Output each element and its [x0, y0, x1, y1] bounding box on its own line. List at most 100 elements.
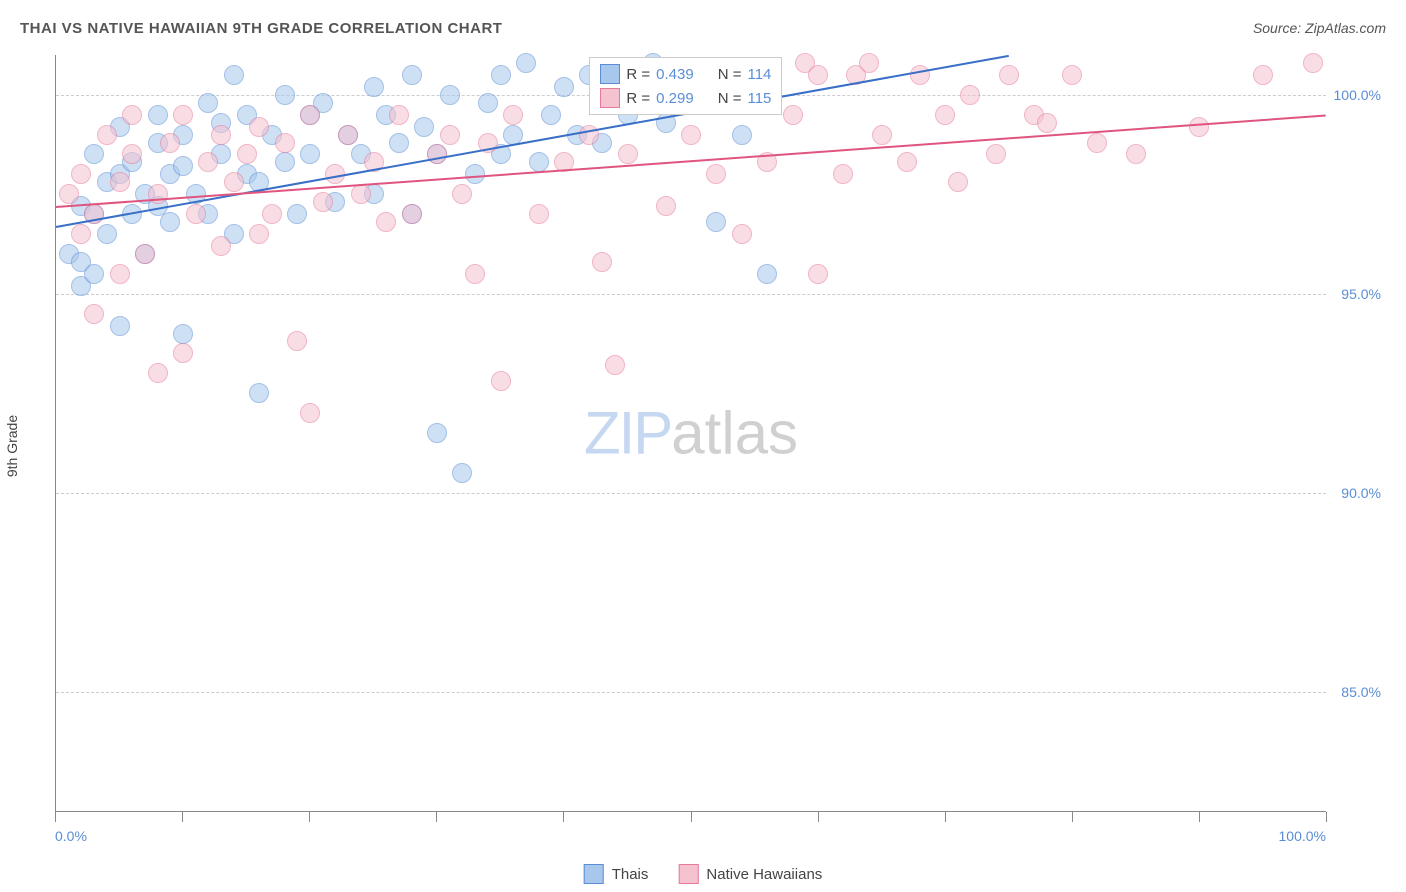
scatter-point — [300, 403, 320, 423]
n-value: 115 — [747, 90, 771, 107]
scatter-point — [173, 156, 193, 176]
scatter-point — [287, 204, 307, 224]
legend-swatch — [600, 88, 620, 108]
scatter-point — [122, 144, 142, 164]
bottom-legend: ThaisNative Hawaiians — [584, 864, 823, 884]
scatter-point — [300, 105, 320, 125]
scatter-point — [859, 53, 879, 73]
scatter-point — [1253, 65, 1273, 85]
r-value: 0.439 — [656, 66, 694, 83]
x-tick — [691, 812, 692, 822]
r-value: 0.299 — [656, 90, 694, 107]
grid-line — [56, 692, 1326, 693]
r-label: R = — [626, 66, 650, 83]
chart-title: THAI VS NATIVE HAWAIIAN 9TH GRADE CORREL… — [20, 20, 502, 37]
scatter-point — [935, 105, 955, 125]
scatter-point — [833, 164, 853, 184]
scatter-point — [592, 252, 612, 272]
x-tick — [818, 812, 819, 822]
scatter-point — [402, 204, 422, 224]
scatter-point — [84, 264, 104, 284]
x-tick — [945, 812, 946, 822]
scatter-point — [960, 85, 980, 105]
scatter-point — [84, 304, 104, 324]
scatter-point — [402, 65, 422, 85]
scatter-point — [452, 463, 472, 483]
x-label-min: 0.0% — [55, 828, 87, 844]
y-tick-label: 95.0% — [1331, 286, 1381, 302]
scatter-point — [440, 125, 460, 145]
stats-legend-row: R = 0.299 N = 115 — [600, 86, 771, 110]
source-credit: Source: ZipAtlas.com — [1253, 20, 1386, 36]
scatter-point — [681, 125, 701, 145]
x-ticks — [55, 812, 1326, 822]
legend-item: Thais — [584, 864, 649, 884]
scatter-point — [338, 125, 358, 145]
scatter-point — [808, 264, 828, 284]
scatter-point — [541, 105, 561, 125]
scatter-point — [1037, 113, 1057, 133]
stats-legend-row: R =0.439N =114 — [600, 62, 771, 86]
scatter-point — [579, 125, 599, 145]
watermark: ZIPatlas — [584, 399, 798, 468]
scatter-point — [1087, 133, 1107, 153]
x-label-max: 100.0% — [1279, 828, 1326, 844]
scatter-point — [262, 204, 282, 224]
scatter-point — [148, 105, 168, 125]
scatter-point — [732, 224, 752, 244]
legend-swatch — [584, 864, 604, 884]
scatter-point — [173, 343, 193, 363]
scatter-point — [872, 125, 892, 145]
scatter-point — [249, 383, 269, 403]
scatter-point — [186, 204, 206, 224]
scatter-point — [313, 192, 333, 212]
scatter-point — [491, 65, 511, 85]
scatter-point — [224, 65, 244, 85]
scatter-point — [110, 316, 130, 336]
scatter-point — [1126, 144, 1146, 164]
legend-swatch — [600, 64, 620, 84]
y-tick-label: 85.0% — [1331, 684, 1381, 700]
scatter-point — [529, 152, 549, 172]
scatter-point — [452, 184, 472, 204]
scatter-point — [237, 144, 257, 164]
scatter-point — [135, 244, 155, 264]
scatter-point — [122, 105, 142, 125]
x-tick — [1072, 812, 1073, 822]
scatter-point — [1062, 65, 1082, 85]
x-tick — [1326, 812, 1327, 822]
scatter-point — [211, 125, 231, 145]
scatter-point — [351, 184, 371, 204]
scatter-point — [478, 93, 498, 113]
scatter-point — [160, 133, 180, 153]
x-tick — [1199, 812, 1200, 822]
y-tick-label: 90.0% — [1331, 485, 1381, 501]
scatter-point — [516, 53, 536, 73]
grid-line — [56, 294, 1326, 295]
scatter-point — [275, 152, 295, 172]
watermark-zip: ZIP — [584, 400, 671, 467]
scatter-point — [554, 77, 574, 97]
x-tick — [436, 812, 437, 822]
x-tick — [309, 812, 310, 822]
scatter-point — [275, 85, 295, 105]
scatter-point — [389, 133, 409, 153]
scatter-point — [160, 212, 180, 232]
scatter-point — [427, 144, 447, 164]
n-label: N = — [718, 90, 742, 107]
scatter-point — [427, 423, 447, 443]
scatter-point — [84, 144, 104, 164]
scatter-point — [59, 184, 79, 204]
scatter-point — [986, 144, 1006, 164]
scatter-point — [287, 331, 307, 351]
plot-area: ZIPatlas 85.0%90.0%95.0%100.0%R =0.439N … — [55, 55, 1326, 812]
watermark-atlas: atlas — [671, 400, 798, 467]
scatter-point — [110, 172, 130, 192]
scatter-point — [173, 105, 193, 125]
r-label: R = — [626, 90, 650, 107]
scatter-point — [211, 236, 231, 256]
scatter-point — [198, 152, 218, 172]
scatter-point — [706, 164, 726, 184]
chart-container: ZIPatlas 85.0%90.0%95.0%100.0%R =0.439N … — [55, 55, 1386, 832]
y-axis-label: 9th Grade — [4, 415, 20, 477]
